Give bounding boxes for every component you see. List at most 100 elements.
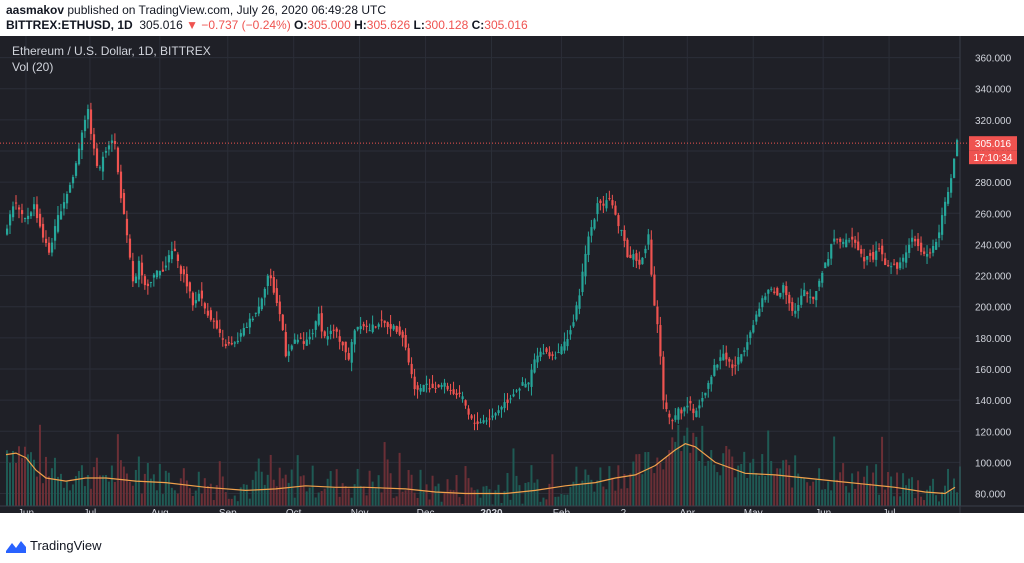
volume-bar xyxy=(305,491,308,506)
candlestick-chart[interactable]: 80.000 100.000 120.000 140.000 160.000 180.00… xyxy=(0,36,1024,513)
volume-bar xyxy=(746,477,749,506)
candle-body xyxy=(890,266,893,268)
candle-body xyxy=(584,253,587,277)
candle-body xyxy=(110,140,114,144)
candle-body xyxy=(434,387,437,389)
volume-bar xyxy=(683,435,686,506)
x-tick-label: Sep xyxy=(219,508,237,513)
volume-bar xyxy=(647,451,650,506)
candle-body xyxy=(137,260,141,280)
candle-body xyxy=(470,415,473,419)
volume-bar xyxy=(920,496,923,506)
volume-bar xyxy=(824,489,827,506)
candle-body xyxy=(704,392,707,396)
candle-body xyxy=(125,218,129,236)
volume-bar xyxy=(572,481,575,506)
volume-bar xyxy=(110,465,113,506)
volume-bar xyxy=(23,446,26,506)
candle-body xyxy=(500,407,503,410)
candle-body xyxy=(713,364,716,376)
candle-body xyxy=(26,215,30,220)
x-tick-label: Feb xyxy=(553,508,571,513)
y-tick-label: 180.000 xyxy=(975,334,1012,345)
candle-body xyxy=(197,293,200,302)
volume-bar xyxy=(263,484,266,506)
y-tick-label: 220.000 xyxy=(975,272,1012,283)
candle-body xyxy=(227,342,230,344)
volume-bar xyxy=(779,468,782,506)
candle-body xyxy=(215,320,218,329)
volume-bar xyxy=(194,490,197,506)
candle-body xyxy=(734,365,737,367)
volume-bar xyxy=(452,490,455,506)
candle-body xyxy=(461,396,464,400)
volume-indicator-label[interactable]: Vol (20) xyxy=(12,60,54,74)
candle-body xyxy=(869,253,872,256)
candle-body xyxy=(362,324,365,327)
tradingview-footer[interactable]: TradingView xyxy=(6,538,102,553)
volume-bar xyxy=(293,497,296,506)
candle-body xyxy=(56,215,60,232)
volume-bar xyxy=(8,462,11,506)
candle-body xyxy=(692,408,695,414)
volume-bar xyxy=(887,472,890,506)
volume-bar xyxy=(95,457,98,506)
candle-body xyxy=(938,232,941,239)
candle-body xyxy=(674,415,677,420)
volume-bar xyxy=(761,454,764,506)
volume-bar xyxy=(32,459,35,506)
volume-bar xyxy=(182,468,185,506)
candle-body xyxy=(77,148,81,165)
volume-bar xyxy=(911,477,914,506)
candle-body xyxy=(128,238,132,258)
candle-body xyxy=(614,205,617,215)
volume-bar xyxy=(764,475,767,506)
candle-body xyxy=(893,263,896,265)
candle-body xyxy=(479,422,482,424)
volume-bar xyxy=(332,487,335,506)
volume-bar xyxy=(524,482,527,506)
candle-body xyxy=(677,408,680,420)
volume-bar xyxy=(533,482,536,506)
candle-body xyxy=(134,276,138,284)
author-name[interactable]: aasmakov xyxy=(6,3,65,17)
candle-body xyxy=(764,296,767,300)
volume-bar xyxy=(326,478,329,506)
volume-bar xyxy=(704,465,707,506)
candle-body xyxy=(701,398,704,402)
volume-bar xyxy=(266,474,269,506)
volume-bar xyxy=(197,471,200,506)
candle-body xyxy=(728,358,731,362)
volume-bar xyxy=(827,481,830,506)
candle-body xyxy=(320,313,323,332)
volume-bar xyxy=(386,459,389,506)
volume-bar xyxy=(488,489,491,506)
volume-bar xyxy=(56,476,59,506)
candle-body xyxy=(533,359,536,373)
candle-body xyxy=(908,244,911,253)
volume-bar xyxy=(119,460,122,506)
candle-body xyxy=(191,292,195,306)
volume-bar xyxy=(734,477,737,506)
volume-bar xyxy=(407,470,410,506)
volume-bar xyxy=(491,504,494,506)
candle-body xyxy=(131,261,135,282)
candle-body xyxy=(581,271,584,293)
candle-body xyxy=(497,410,500,414)
candle-body xyxy=(851,236,854,240)
volume-bar xyxy=(674,441,677,506)
volume-bar xyxy=(221,476,224,506)
candle-body xyxy=(812,296,815,300)
volume-bar xyxy=(89,488,92,506)
candle-body xyxy=(152,274,156,278)
volume-bar xyxy=(464,466,467,506)
candle-body xyxy=(698,405,701,409)
x-tick-label: Jul xyxy=(883,508,896,513)
y-tick-label: 260.000 xyxy=(975,209,1012,220)
volume-bar xyxy=(257,458,260,506)
candle-body xyxy=(452,389,455,394)
volume-bar xyxy=(482,486,485,506)
chart-panel[interactable]: 80.000 100.000 120.000 140.000 160.000 180.00… xyxy=(0,36,1024,513)
candle-body xyxy=(926,253,929,257)
x-tick-label: Dec xyxy=(417,508,435,513)
